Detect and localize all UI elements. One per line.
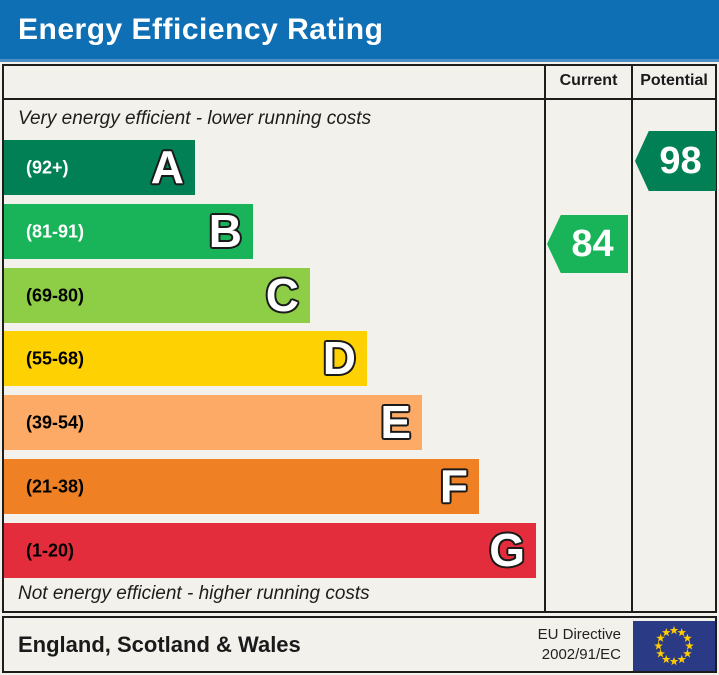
eu-flag-star [683,633,692,642]
eu-flag-star [677,627,687,637]
band-letter: C [265,268,299,321]
band-d: (55-68) D [4,331,367,386]
band-g: (1-20) G [4,523,536,578]
band-range-label: (92+) [26,157,69,177]
band-range-label: (21-38) [26,476,85,496]
eu-flag-star [661,627,671,637]
potential-column-divider [631,66,633,611]
band-a: (92+) A [4,140,195,195]
band-c: (69-80) C [4,268,310,323]
chart-footer: England, Scotland & Wales EU Directive 2… [2,616,717,673]
band-range-label: (69-80) [26,285,85,305]
title-bar: Energy Efficiency Rating [0,0,719,62]
chart-header-row [4,66,715,100]
bottom-note: Not energy efficient - higher running co… [18,583,370,604]
potential-column-header: Potential [640,72,708,89]
eu-flag-star [677,654,687,664]
eu-flag-star [669,625,679,635]
band-letter: E [380,395,411,448]
current-rating-value: 84 [571,222,614,265]
eu-flag-star [661,654,671,664]
eu-flag-icon [633,621,715,671]
eu-flag-star [683,649,692,658]
eu-flag-star [656,649,665,658]
eu-directive-line2: 2002/91/EC [541,645,621,663]
band-letter: F [439,459,468,512]
current-column-divider [544,66,546,611]
eu-flag-star [669,656,679,666]
epc-rating-chart: Current Potential Very energy efficient … [2,64,717,613]
eu-directive-line1: EU Directive [537,625,621,643]
band-letter: A [150,140,184,193]
current-column-header: Current [559,72,618,89]
band-range-label: (81-91) [26,221,85,241]
band-range-label: (1-20) [26,540,75,560]
potential-rating-value: 98 [659,139,702,182]
band-b: (81-91) B [4,204,253,259]
eu-flag-star [654,641,663,650]
band-range-label: (55-68) [26,348,85,368]
eu-flag-star [656,633,665,642]
current-rating-arrow: 84 [547,215,628,273]
potential-rating-arrow: 98 [635,131,716,191]
eu-directive-label: EU Directive 2002/91/EC [538,624,621,665]
band-letter: G [489,523,525,576]
band-range-label: (39-54) [26,412,85,432]
top-note: Very energy efficient - lower running co… [18,108,372,129]
band-letter: D [322,331,356,384]
band-letter: B [208,204,242,257]
eu-flag-star [685,641,694,650]
region-label: England, Scotland & Wales [18,631,301,657]
page-title: Energy Efficiency Rating [18,13,384,46]
band-f: (21-38) F [4,459,479,514]
band-e: (39-54) E [4,395,422,450]
